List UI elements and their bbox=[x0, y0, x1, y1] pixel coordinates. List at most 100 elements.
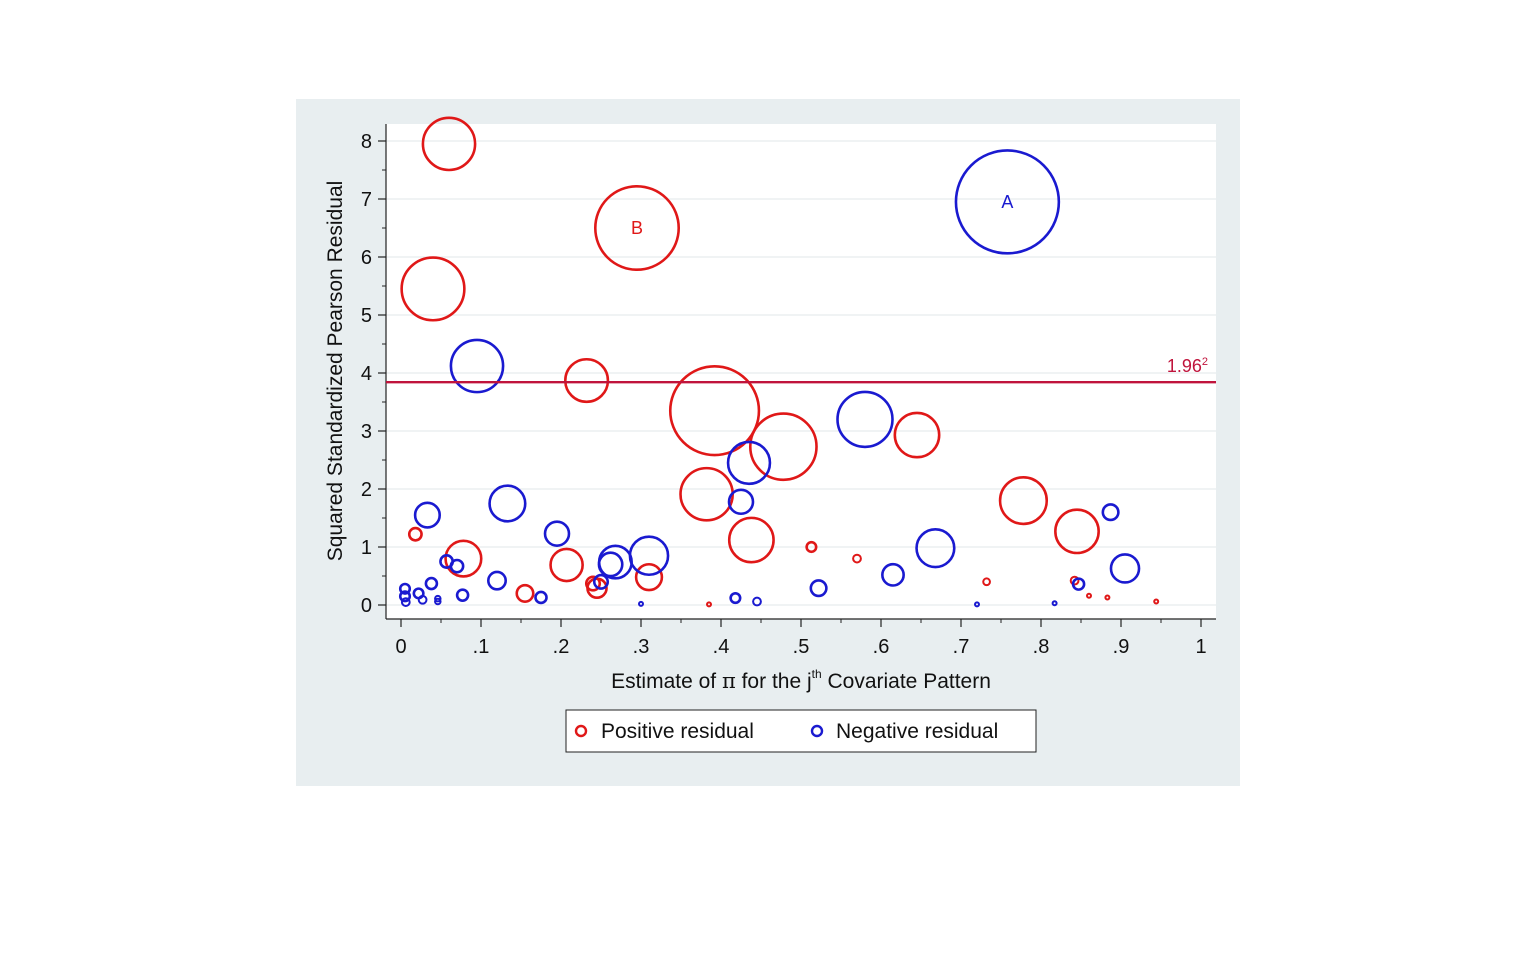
x-axis-title: Estimate of π for the jth Covariate Patt… bbox=[611, 667, 991, 693]
bubble-1-21 bbox=[398, 590, 412, 603]
series-0 bbox=[400, 116, 1160, 608]
legend-label-negative: Negative residual bbox=[836, 720, 998, 743]
bubble-1-33 bbox=[1051, 600, 1058, 607]
bubble-0-17 bbox=[634, 562, 664, 592]
plot-region bbox=[386, 124, 1216, 619]
legend-label-positive: Positive residual bbox=[601, 720, 754, 743]
x-tick-label-7: .7 bbox=[953, 636, 970, 658]
y-tick-label-7: 7 bbox=[361, 189, 372, 211]
bubble-0-19 bbox=[852, 553, 862, 564]
bubble-1-26 bbox=[455, 588, 470, 602]
bubble-0-1 bbox=[593, 184, 681, 272]
bubble-0-13 bbox=[549, 547, 584, 583]
series-1 bbox=[398, 149, 1141, 608]
bubble-1-29 bbox=[638, 600, 644, 607]
y-axis-title: Squared Standardized Pearson Residual bbox=[324, 181, 347, 562]
bubble-1-4 bbox=[727, 488, 755, 516]
bubble-0-3 bbox=[563, 357, 610, 404]
x-axis-title-mid: for the j bbox=[736, 670, 812, 693]
annotation-b: B bbox=[631, 218, 643, 238]
bubble-0-15 bbox=[584, 575, 602, 592]
bubble-1-13 bbox=[881, 562, 905, 587]
reference-line-label-sup: 2 bbox=[1202, 356, 1208, 368]
bubble-0-24 bbox=[706, 601, 712, 608]
bubble-1-5 bbox=[488, 484, 527, 523]
bubble-1-15 bbox=[487, 570, 507, 591]
bubble-1-20 bbox=[398, 582, 412, 595]
bubble-1-25 bbox=[434, 594, 442, 603]
legend-box bbox=[565, 709, 1037, 753]
reference-line-group: 1.962 bbox=[386, 356, 1216, 384]
bubble-1-22 bbox=[400, 597, 411, 607]
bubble-1-6 bbox=[413, 501, 441, 529]
bubble-1-31 bbox=[752, 596, 762, 607]
x-tick-label-3: .3 bbox=[633, 636, 650, 658]
bubble-1-12 bbox=[1109, 553, 1141, 584]
bubble-0-0 bbox=[421, 116, 477, 172]
bubble-0-8 bbox=[727, 516, 775, 564]
bubble-0-23 bbox=[1104, 594, 1111, 601]
bubble-1-30 bbox=[729, 591, 742, 605]
y-tick-label-2: 2 bbox=[361, 479, 372, 501]
bubble-0-25 bbox=[1153, 598, 1160, 605]
bubble-1-17 bbox=[449, 558, 465, 574]
bubbles bbox=[398, 116, 1160, 608]
bubble-0-10 bbox=[1054, 508, 1100, 555]
bubble-0-2 bbox=[400, 256, 466, 322]
bubble-0-16 bbox=[586, 577, 608, 600]
y-tick-label-6: 6 bbox=[361, 247, 372, 269]
bubble-0-18 bbox=[805, 540, 818, 554]
x-tick-label-1: .1 bbox=[473, 636, 490, 658]
bubble-1-14 bbox=[809, 579, 828, 598]
grid-lines bbox=[386, 140, 1216, 606]
bubble-1-0 bbox=[954, 149, 1061, 255]
y-tick-label-8: 8 bbox=[361, 131, 372, 153]
y-tick-label-1: 1 bbox=[361, 537, 372, 559]
x-axis-title-pi: π bbox=[722, 669, 736, 693]
y-axis-ticks: 0 1 2 3 4 5 6 7 8 bbox=[361, 131, 386, 617]
bubble-1-34 bbox=[1071, 577, 1086, 591]
bubble-1-10 bbox=[597, 551, 624, 578]
x-tick-label-5: .5 bbox=[793, 636, 810, 658]
point-annotations: AB bbox=[631, 192, 1013, 238]
legend-marker-negative bbox=[810, 724, 824, 738]
bubble-0-21 bbox=[1069, 575, 1080, 586]
x-axis-title-before: Estimate of bbox=[611, 670, 722, 693]
reference-line-label-base: 1.96 bbox=[1167, 356, 1202, 376]
bubble-1-27 bbox=[534, 590, 548, 605]
x-tick-label-4: .4 bbox=[713, 636, 730, 658]
x-axis-title-sup: th bbox=[812, 667, 822, 681]
bubble-1-7 bbox=[543, 520, 571, 547]
bubble-1-28 bbox=[592, 573, 610, 590]
legend: Positive residual Negative residual bbox=[565, 709, 1037, 753]
bubble-1-1 bbox=[449, 338, 505, 394]
bubble-0-20 bbox=[982, 577, 991, 587]
x-tick-label-10: 1 bbox=[1195, 636, 1206, 658]
legend-marker-positive bbox=[574, 724, 588, 738]
x-tick-label-6: .6 bbox=[873, 636, 890, 658]
bubble-1-23 bbox=[417, 594, 428, 605]
x-axis-ticks: 0 .1 .2 .3 .4 .5 .6 .7 .8 .9 1 bbox=[395, 619, 1207, 658]
bubble-0-11 bbox=[407, 526, 423, 542]
bubble-0-6 bbox=[893, 411, 941, 459]
y-tick-label-0: 0 bbox=[361, 595, 372, 617]
bubble-1-35 bbox=[1101, 503, 1120, 522]
bubble-1-3 bbox=[726, 440, 772, 486]
x-tick-label-8: .8 bbox=[1033, 636, 1050, 658]
y-tick-label-3: 3 bbox=[361, 421, 372, 443]
x-axis-title-after: Covariate Pattern bbox=[822, 670, 991, 693]
x-tick-label-9: .9 bbox=[1113, 636, 1130, 658]
bubble-0-4 bbox=[668, 365, 761, 457]
x-tick-label-2: .2 bbox=[553, 636, 570, 658]
y-tick-label-5: 5 bbox=[361, 305, 372, 327]
x-tick-label-0: 0 bbox=[395, 636, 406, 658]
reference-line-label: 1.962 bbox=[1167, 356, 1208, 376]
bubble-0-14 bbox=[515, 583, 535, 603]
bubble-0-5 bbox=[748, 412, 818, 482]
bubble-1-18 bbox=[424, 576, 439, 591]
bubble-0-22 bbox=[1086, 592, 1092, 599]
bubble-1-11 bbox=[915, 528, 956, 569]
bubble-0-9 bbox=[998, 475, 1049, 526]
